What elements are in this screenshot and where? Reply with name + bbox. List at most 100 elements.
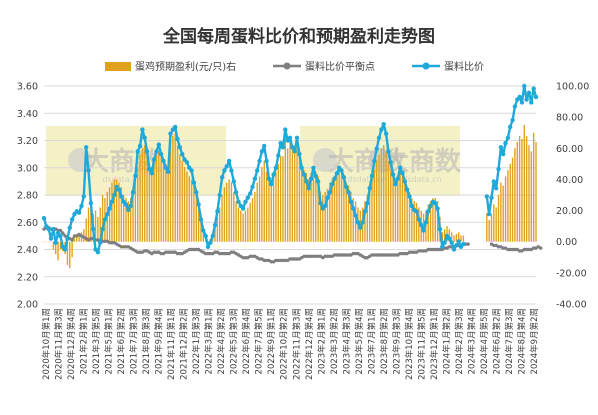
x-tick-label: 2022年3月第1周 [204, 308, 215, 374]
ratio-point [204, 234, 208, 238]
profit-bar [292, 148, 293, 241]
watermark-text: 大商数 [383, 146, 462, 177]
ratio-point [131, 190, 135, 194]
profit-bar [224, 187, 225, 242]
ratio-point [496, 167, 500, 171]
y-left-tick-label: 2.20 [17, 272, 38, 283]
ratio-point [218, 193, 222, 197]
ratio-point [241, 206, 245, 210]
ratio-point [510, 118, 514, 122]
profit-bar [453, 235, 454, 241]
x-tick-label: 2022年6月第4周 [241, 308, 252, 374]
ratio-point [304, 179, 308, 183]
ratio-point [330, 182, 334, 186]
ratio-point [110, 200, 114, 204]
ratio-point [68, 226, 72, 230]
profit-bar [139, 155, 140, 242]
profit-bar [324, 192, 325, 242]
y-right-tick-label: 40.00 [556, 175, 583, 186]
profit-bar [282, 156, 283, 242]
profit-bar [399, 173, 400, 242]
ratio-point [126, 208, 130, 212]
ratio-point [201, 228, 205, 232]
x-tick-label: 2023年9月第3周 [391, 308, 402, 374]
ratio-point [161, 159, 165, 163]
y-left-tick-label: 3.40 [17, 109, 38, 120]
profit-bar [533, 133, 534, 242]
profit-bar [83, 229, 84, 241]
profit-bar [531, 151, 532, 241]
ratio-point [105, 212, 109, 216]
profit-bar [233, 192, 234, 242]
ratio-point [424, 220, 428, 224]
ratio-point [173, 125, 177, 129]
x-tick-label: 2022年4月第2周 [216, 308, 227, 374]
x-tick-label: 2024年4月第5周 [479, 308, 490, 374]
ratio-point [250, 185, 254, 189]
ratio-point [417, 217, 421, 221]
profit-bar [341, 172, 342, 242]
profit-bar [137, 167, 138, 242]
profit-bar [175, 133, 176, 242]
ratio-point [325, 196, 329, 200]
ratio-point [117, 187, 121, 191]
x-tick-label: 2022年5月第3周 [229, 308, 240, 374]
ratio-point [225, 164, 229, 168]
profit-bar [57, 242, 58, 261]
x-tick-label: 2023年8月第2周 [379, 308, 390, 374]
ratio-point [51, 227, 55, 231]
x-tick-label: 2024年2月第3周 [454, 308, 465, 374]
ratio-point [150, 171, 154, 175]
ratio-point [276, 153, 280, 157]
x-tick-label: 2021年7月第3周 [129, 308, 140, 374]
ratio-point [129, 204, 133, 208]
profit-bar [273, 176, 274, 241]
profit-bar [268, 179, 269, 241]
profit-bar [278, 164, 279, 242]
ratio-point [232, 179, 236, 183]
ratio-point [140, 127, 144, 131]
ratio-point [485, 194, 489, 198]
legend: 蛋鸡预期盈利(元/只)右 蛋料比价平衡点 蛋料比价 [105, 60, 484, 73]
profit-bar [231, 183, 232, 242]
x-tick-label: 2020年11月第3周 [54, 308, 65, 380]
profit-bar [500, 183, 501, 242]
profit-bar [226, 183, 227, 242]
profit-bar [257, 183, 258, 242]
ratio-point [503, 141, 507, 145]
ratio-point [487, 212, 491, 216]
y-right-tick-label: 60.00 [556, 144, 583, 155]
profit-bar [505, 176, 506, 241]
ratio-point [300, 166, 304, 170]
ratio-point [532, 87, 536, 91]
ratio-point [522, 84, 526, 88]
profit-bar [535, 142, 536, 242]
ratio-point [192, 181, 196, 185]
ratio-point [508, 125, 512, 129]
legend-ratio-label: 蛋料比价 [444, 60, 484, 73]
ratio-point [440, 245, 444, 249]
profit-bar [163, 161, 164, 242]
profit-bar [507, 170, 508, 242]
ratio-point [154, 149, 158, 153]
x-tick-label: 2023年3月第2周 [329, 308, 340, 374]
profit-bar [334, 176, 335, 241]
profit-bar [486, 214, 487, 242]
ratio-point [435, 206, 439, 210]
profit-bar [114, 179, 115, 241]
profit-bar [395, 183, 396, 242]
profit-bar [158, 151, 159, 241]
ratio-point [382, 122, 386, 126]
ratio-point [426, 209, 430, 213]
y-right-tick-label: -40.00 [556, 300, 587, 311]
breakeven-point [70, 238, 73, 241]
y-left-tick-label: 2.00 [17, 300, 38, 311]
x-tick-label: 2024年6月第2周 [492, 308, 503, 374]
ratio-point [229, 168, 233, 172]
profit-bar [339, 170, 340, 242]
ratio-point [353, 213, 357, 217]
profit-bar [385, 151, 386, 241]
profit-bar [491, 214, 492, 242]
ratio-point [211, 234, 215, 238]
ratio-point [124, 202, 128, 206]
